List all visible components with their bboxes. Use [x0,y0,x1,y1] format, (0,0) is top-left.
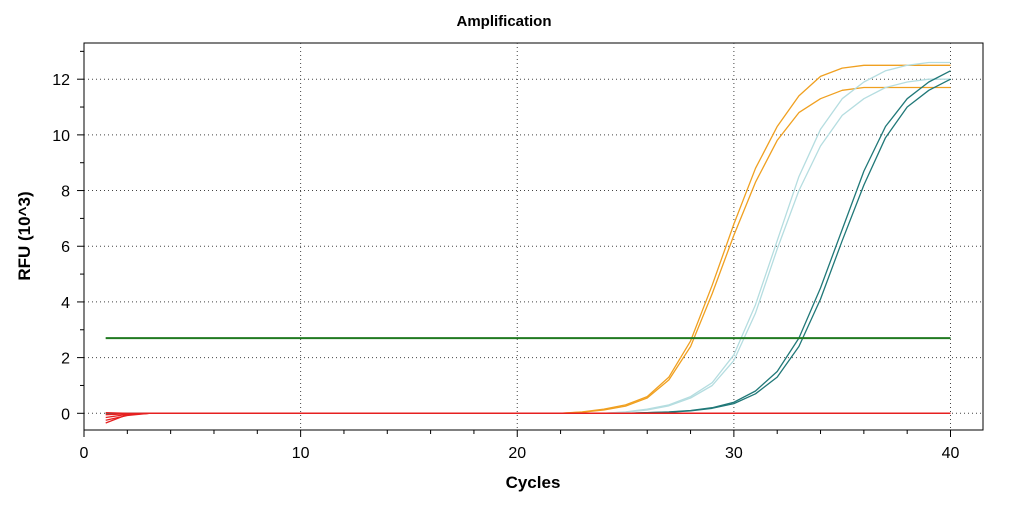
grid-lines [84,43,983,430]
series-line-6[interactable] [625,78,951,414]
y-tick-label: 2 [61,351,70,368]
y-tick-label: 12 [52,72,70,89]
series-line-11[interactable] [105,412,951,414]
axis-ticks: 0 10 20 30 40 0 2 4 6 8 10 12 [52,50,960,462]
series-line-4[interactable] [603,78,951,414]
y-tick-label: 8 [61,184,70,201]
y-tick-label: 6 [61,239,70,256]
x-axis-title: Cycles [506,473,561,492]
x-tick-label: 0 [80,445,89,462]
series-group [105,61,951,424]
y-tick-label: 4 [61,295,70,312]
plot-area [83,42,984,431]
series-line-3[interactable] [603,61,951,414]
x-tick-label: 20 [508,445,526,462]
y-tick-label: 10 [52,128,70,145]
y-axis-title: RFU (10^3) [15,191,34,280]
x-tick-label: 30 [725,445,743,462]
chart-title: Amplification [456,13,551,30]
x-tick-label: 40 [942,445,960,462]
y-tick-label: 0 [61,406,70,423]
x-tick-label: 10 [292,445,310,462]
series-line-1[interactable] [560,64,951,414]
